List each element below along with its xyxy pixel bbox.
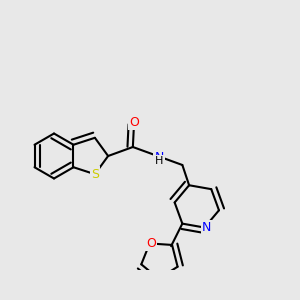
Text: S: S <box>91 168 99 181</box>
Text: O: O <box>129 116 139 129</box>
Text: H: H <box>155 156 163 167</box>
Text: N: N <box>154 151 164 164</box>
Text: N: N <box>202 221 212 234</box>
Text: O: O <box>146 237 156 250</box>
